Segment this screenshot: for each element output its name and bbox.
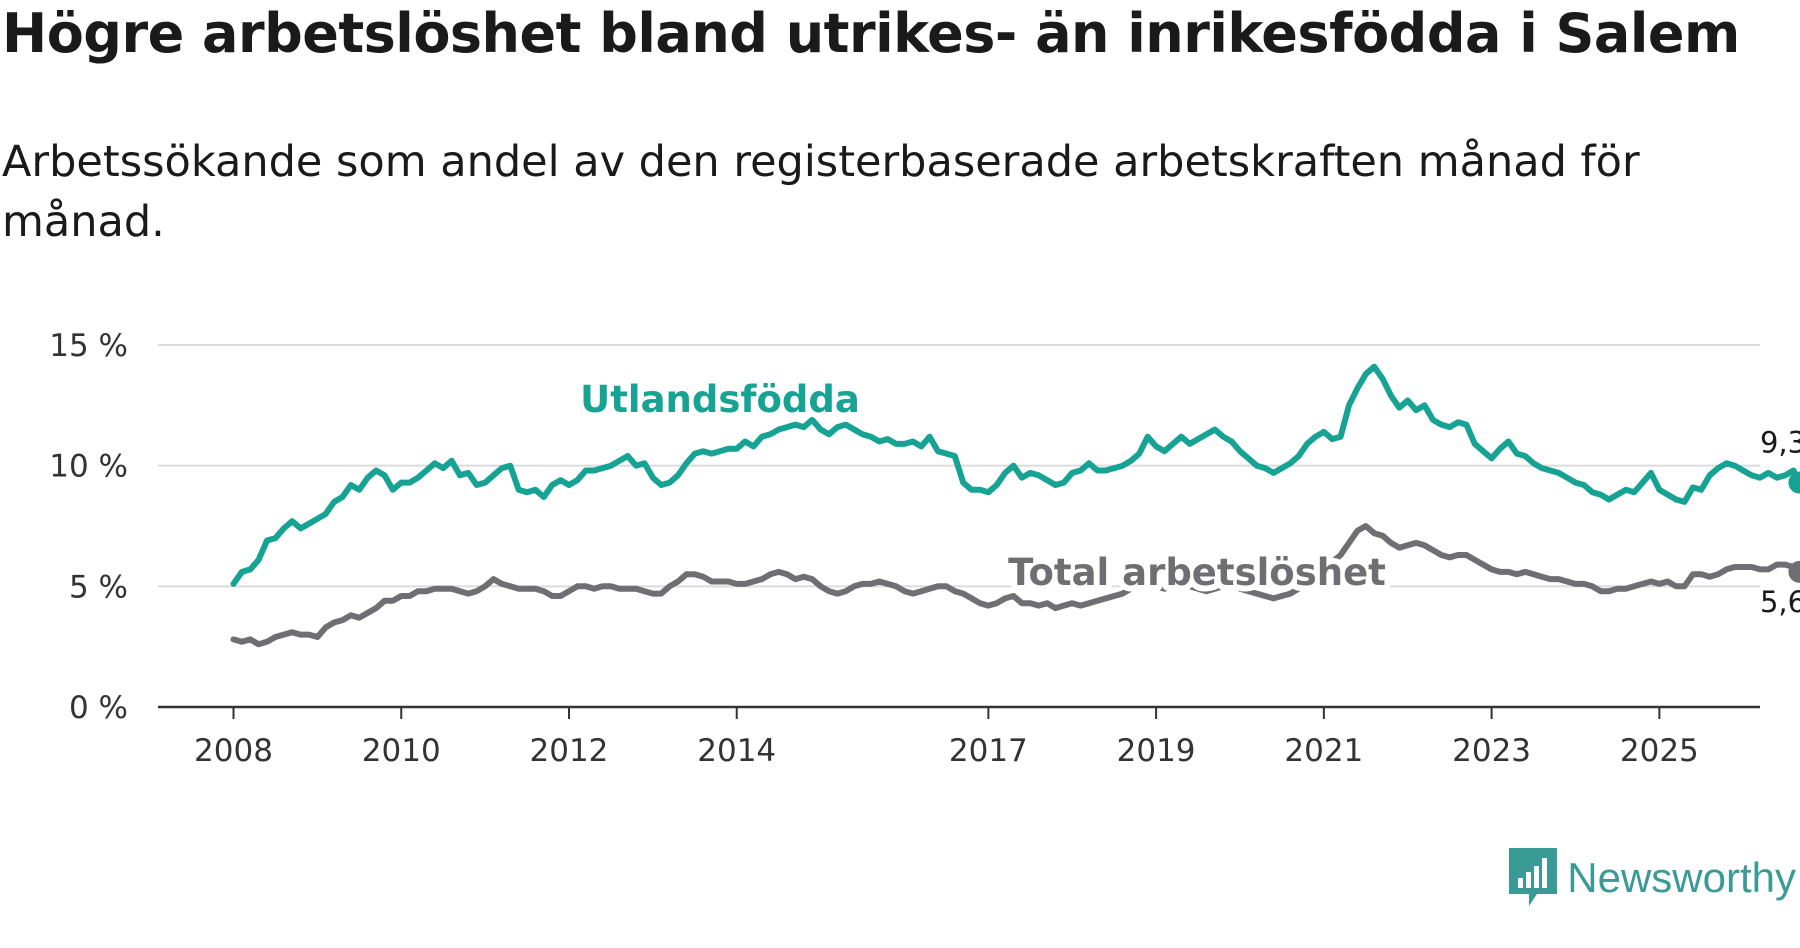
series-end-label: 5,6 % bbox=[1760, 585, 1800, 619]
series-endpoint-utlandsfodda bbox=[1788, 471, 1800, 494]
x-tick-label: 2014 bbox=[697, 733, 776, 769]
series-line-total bbox=[230, 523, 1800, 648]
y-tick-label: 15 % bbox=[49, 328, 128, 364]
x-tick-label: 2021 bbox=[1284, 733, 1363, 769]
x-tick-label: 2012 bbox=[530, 733, 609, 769]
y-tick-label: 10 % bbox=[49, 449, 128, 485]
brand-logo: Newsworthy bbox=[1509, 848, 1796, 908]
series-line-utlandsfodda bbox=[230, 363, 1800, 587]
y-tick-label: 0 % bbox=[69, 690, 128, 726]
series-name-label: Utlandsfödda bbox=[580, 378, 860, 421]
x-tick-label: 2025 bbox=[1620, 733, 1699, 769]
x-tick-label: 2017 bbox=[949, 733, 1028, 769]
x-tick-label: 2023 bbox=[1452, 733, 1531, 769]
y-tick-label: 5 % bbox=[69, 569, 128, 605]
x-tick-label: 2010 bbox=[362, 733, 441, 769]
chart-title: Högre arbetslöshet bland utrikes- än inr… bbox=[2, 2, 1740, 65]
series-name-label: Total arbetslöshet bbox=[1008, 551, 1386, 594]
x-tick-label: 2019 bbox=[1117, 733, 1196, 769]
series-endpoint-total bbox=[1788, 560, 1800, 583]
series-end-label: 9,3 % bbox=[1760, 426, 1800, 460]
x-tick-label: 2008 bbox=[194, 733, 273, 769]
brand-name: Newsworthy bbox=[1567, 854, 1796, 901]
newsworthy-icon bbox=[1509, 848, 1558, 906]
series-lines bbox=[230, 363, 1800, 648]
chart-subtitle: Arbetssökande som andel av den registerb… bbox=[2, 137, 1640, 247]
